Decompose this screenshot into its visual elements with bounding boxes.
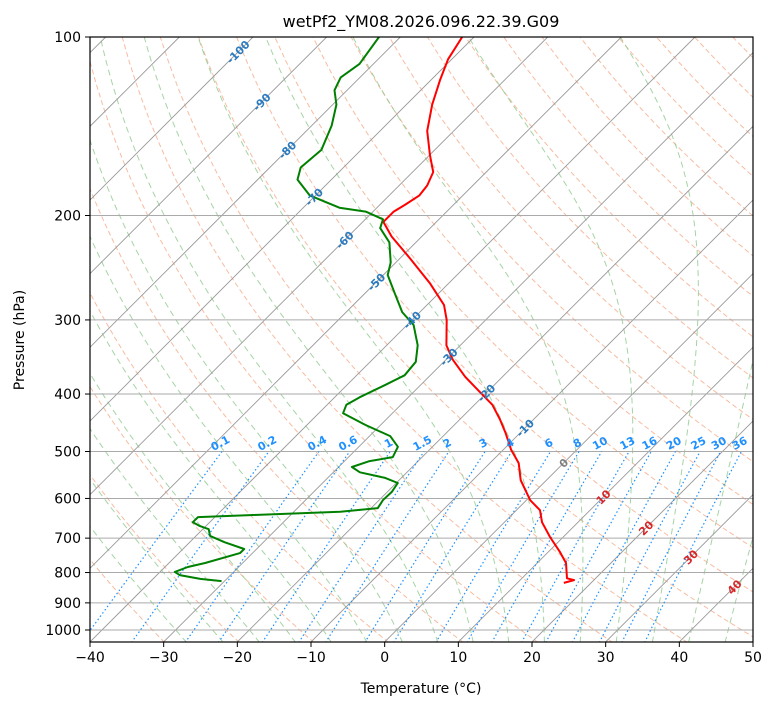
x-tick-label: 10	[449, 650, 467, 666]
x-tick-label: 50	[744, 650, 762, 666]
y-tick-label: 400	[54, 387, 81, 403]
y-tick-label: 500	[54, 444, 81, 460]
y-tick-label: 900	[54, 596, 81, 612]
x-tick-label: −10	[296, 650, 326, 666]
y-tick-label: 800	[54, 566, 81, 582]
y-tick-label: 100	[54, 30, 81, 46]
x-tick-label: 30	[597, 650, 615, 666]
x-tick-label: −30	[149, 650, 179, 666]
x-tick-label: 20	[523, 650, 541, 666]
dry-adiabat-line	[771, 37, 775, 643]
y-tick-label: 300	[54, 313, 81, 329]
chart-title: wetPf2_YM08.2026.096.22.39.G09	[283, 12, 560, 32]
y-tick-label: 200	[54, 209, 81, 225]
x-tick-label: 0	[380, 650, 389, 666]
y-tick-label: 600	[54, 491, 81, 507]
isotherm-line	[753, 37, 775, 642]
x-tick-label: 40	[670, 650, 688, 666]
y-tick-label: 700	[54, 531, 81, 547]
y-axis-label: Pressure (hPa)	[12, 290, 28, 390]
x-axis-label: Temperature (°C)	[360, 681, 482, 697]
x-tick-label: −40	[75, 650, 105, 666]
y-tick-label: 1000	[45, 623, 81, 639]
x-tick-label: −20	[223, 650, 253, 666]
